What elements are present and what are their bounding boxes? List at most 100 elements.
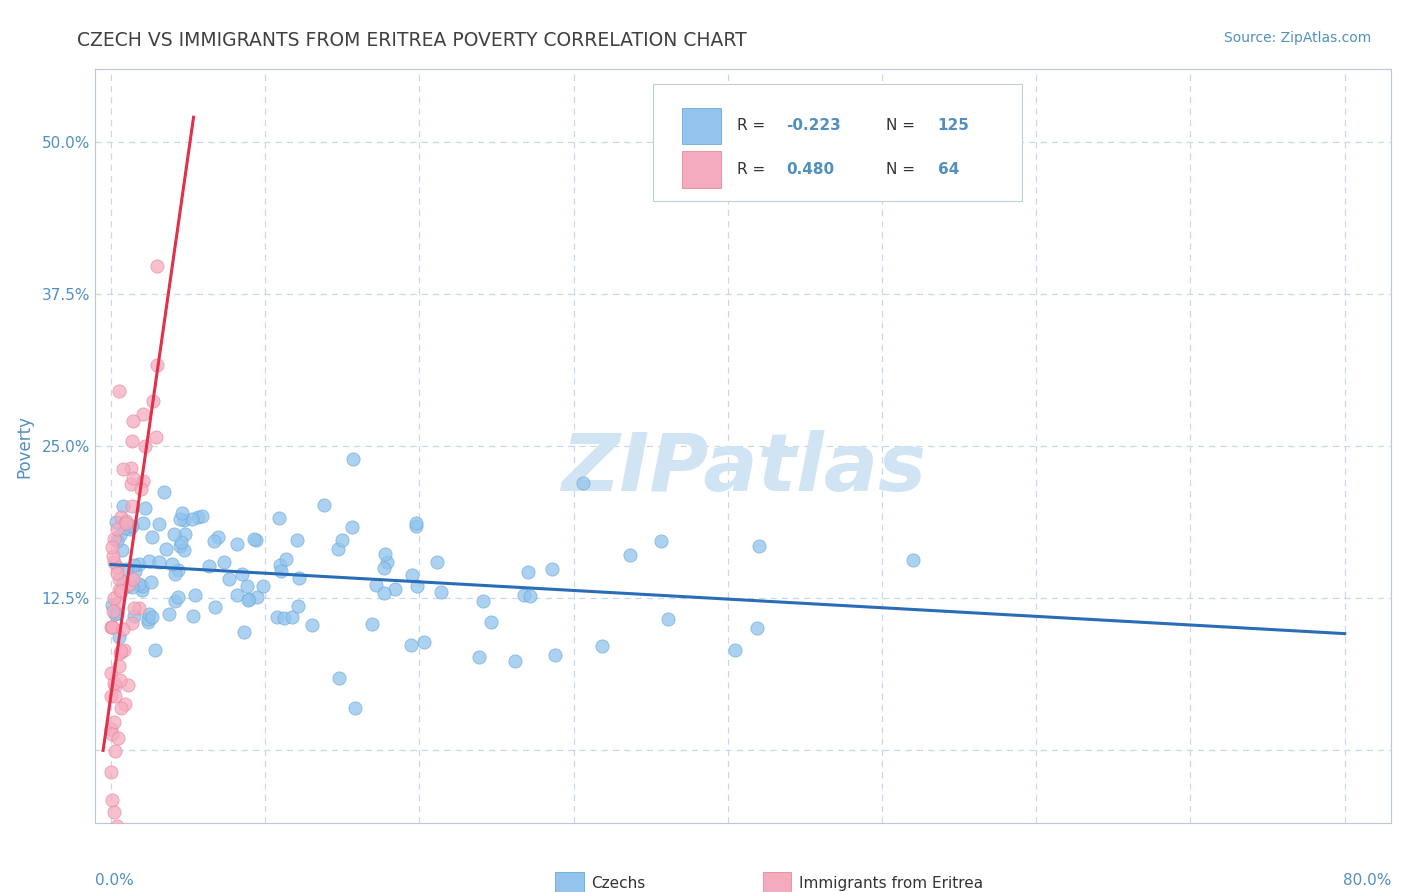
- Point: [174, 527, 197, 541]
- Point: [121, 572, 143, 586]
- Point: [184, 588, 207, 602]
- Point: [360, 617, 382, 632]
- Point: [170, 506, 193, 520]
- Point: [103, 555, 125, 569]
- Text: CZECH VS IMMIGRANTS FROM ERITREA POVERTY CORRELATION CHART: CZECH VS IMMIGRANTS FROM ERITREA POVERTY…: [77, 31, 747, 50]
- Point: [115, 515, 138, 529]
- Point: [330, 533, 353, 547]
- Point: [270, 564, 292, 578]
- Point: [246, 591, 269, 605]
- Point: [110, 845, 132, 859]
- Point: [132, 516, 155, 530]
- Point: [114, 520, 136, 534]
- Text: 0.480: 0.480: [786, 162, 834, 177]
- Point: [187, 509, 209, 524]
- Point: [101, 604, 124, 618]
- Point: [134, 501, 156, 516]
- Point: [235, 579, 257, 593]
- Point: [132, 407, 155, 421]
- Point: [120, 476, 142, 491]
- Point: [100, 689, 122, 703]
- Point: [138, 554, 160, 568]
- Point: [100, 764, 122, 779]
- Point: [167, 591, 190, 605]
- Point: [104, 690, 127, 704]
- Point: [245, 533, 267, 548]
- Text: Source: ZipAtlas.com: Source: ZipAtlas.com: [1223, 31, 1371, 45]
- Point: [103, 675, 125, 690]
- Point: [571, 475, 593, 490]
- Point: [117, 579, 139, 593]
- Point: [101, 726, 124, 740]
- Point: [107, 731, 129, 745]
- Point: [412, 635, 434, 649]
- Point: [173, 542, 195, 557]
- Point: [405, 579, 427, 593]
- Point: [108, 384, 131, 399]
- Point: [226, 588, 249, 602]
- Point: [100, 723, 122, 737]
- Point: [169, 539, 191, 553]
- Point: [131, 583, 153, 598]
- Point: [287, 571, 309, 585]
- Point: [118, 577, 141, 591]
- Point: [111, 543, 134, 558]
- Point: [274, 552, 297, 566]
- Point: [121, 580, 143, 594]
- Text: N =: N =: [886, 162, 920, 177]
- Point: [104, 607, 127, 621]
- Point: [105, 607, 128, 621]
- Point: [103, 805, 125, 819]
- Point: [115, 516, 138, 530]
- Point: [131, 578, 153, 592]
- Point: [118, 522, 141, 536]
- Point: [212, 555, 235, 569]
- Point: [146, 358, 169, 372]
- Point: [503, 654, 526, 668]
- Point: [124, 601, 146, 615]
- Point: [128, 600, 150, 615]
- Point: [619, 548, 641, 562]
- Point: [103, 591, 125, 605]
- Point: [163, 594, 186, 608]
- Point: [225, 537, 247, 551]
- Point: [326, 541, 349, 556]
- Point: [105, 533, 128, 548]
- Text: 64: 64: [938, 162, 959, 177]
- Point: [121, 615, 143, 630]
- Point: [405, 516, 427, 530]
- Point: [122, 414, 145, 428]
- Point: [540, 562, 562, 576]
- Point: [243, 532, 266, 546]
- Point: [273, 611, 295, 625]
- Point: [112, 462, 135, 476]
- Point: [173, 513, 195, 527]
- Point: [231, 567, 253, 582]
- Point: [108, 631, 131, 645]
- Point: [112, 622, 135, 636]
- Text: R =: R =: [737, 119, 770, 133]
- Point: [121, 434, 143, 449]
- Point: [747, 621, 769, 635]
- Point: [111, 575, 134, 590]
- Point: [107, 658, 129, 673]
- Point: [110, 643, 132, 657]
- Point: [100, 619, 122, 633]
- Point: [148, 517, 170, 532]
- Point: [101, 620, 124, 634]
- Point: [160, 557, 183, 571]
- Point: [105, 566, 128, 580]
- Point: [104, 515, 127, 529]
- Point: [399, 639, 422, 653]
- Point: [120, 461, 142, 475]
- Point: [202, 533, 225, 548]
- Point: [108, 646, 131, 660]
- Point: [342, 520, 364, 534]
- Point: [468, 649, 491, 664]
- Point: [101, 598, 124, 612]
- Point: [375, 555, 398, 569]
- Point: [519, 590, 541, 604]
- Point: [110, 509, 132, 524]
- Point: [108, 528, 131, 542]
- Point: [105, 522, 128, 536]
